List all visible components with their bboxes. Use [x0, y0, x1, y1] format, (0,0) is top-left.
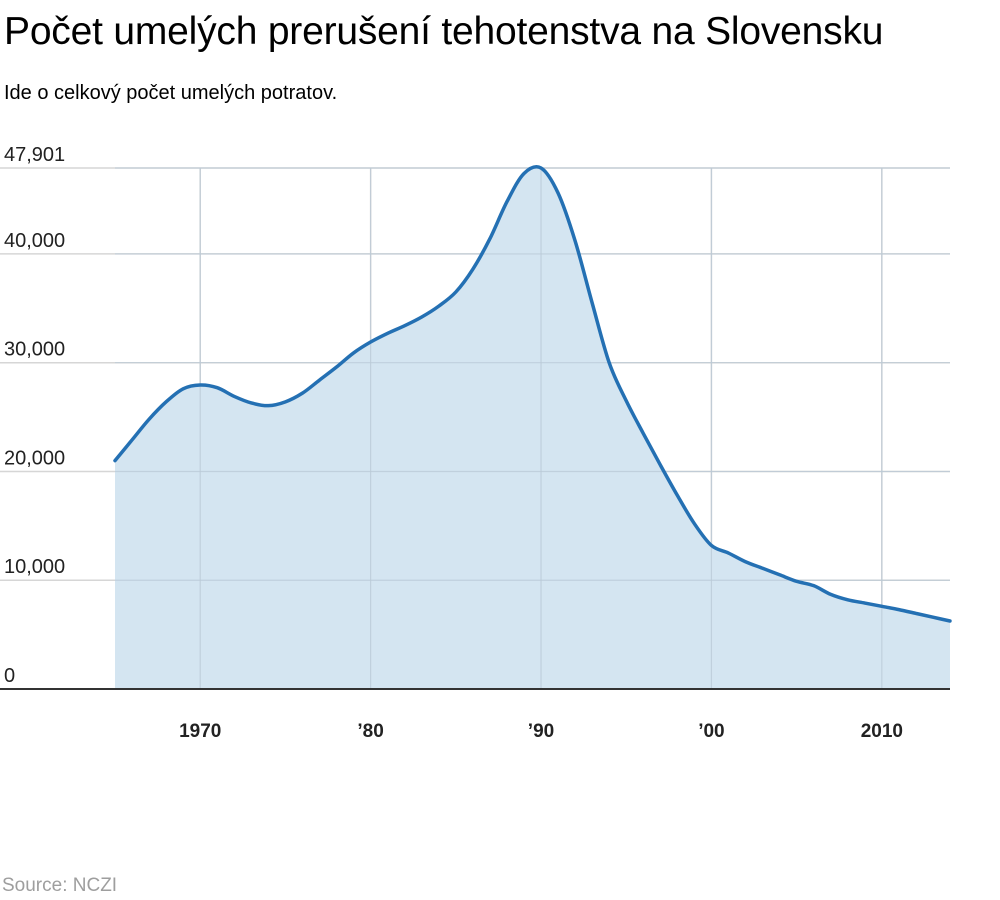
- x-tick-label: ’80: [357, 721, 383, 742]
- label-layer: 0 10,000 20,000 30,000 40,000 47,901 1970 ’80 ’9…: [4, 144, 903, 742]
- y-tick-label: 30,000: [4, 339, 65, 361]
- y-tick-label: 0: [4, 665, 15, 687]
- x-tick-label: ’90: [528, 721, 554, 742]
- x-tick-label: 2010: [861, 721, 903, 742]
- y-tick-label: 20,000: [4, 447, 65, 469]
- source-note: Source: NCZI: [2, 875, 118, 896]
- y-tick-label: 40,000: [4, 230, 65, 252]
- y-tick-label: 47,901: [4, 144, 65, 166]
- chart-title: Počet umelých prerušení tehotenstva na S…: [4, 10, 884, 53]
- series-line: [113, 164, 952, 623]
- y-tick-label: 10,000: [4, 556, 65, 578]
- chart-subtitle: Ide o celkový počet umelých potratov.: [4, 82, 338, 104]
- area-chart: 0 10,000 20,000 30,000 40,000 47,901 1970 ’80 ’9…: [0, 144, 952, 742]
- x-tick-label: ’00: [698, 721, 724, 742]
- area-layer: [113, 164, 952, 689]
- x-tick-label: 1970: [179, 721, 221, 742]
- series-area-fill: [115, 166, 950, 689]
